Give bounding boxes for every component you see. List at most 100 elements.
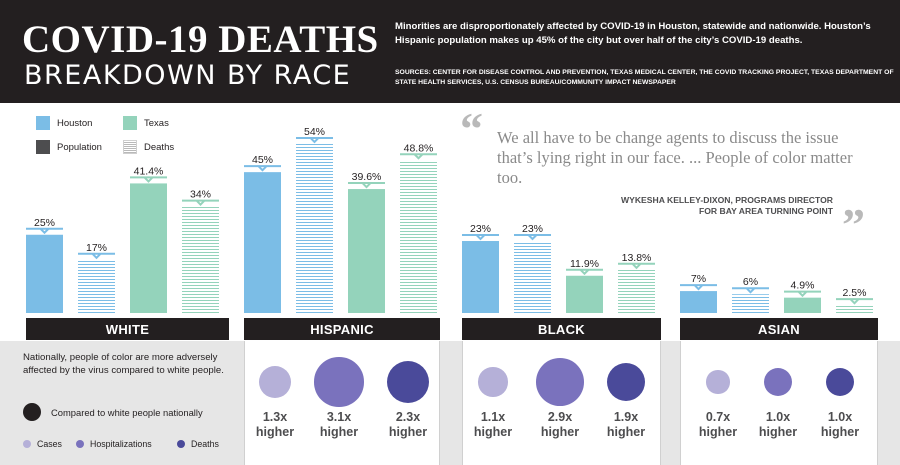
legend-texas: Texas [123,116,169,130]
bar-black-houston-deaths [514,241,551,313]
bar-cap-hispanic-houston-pop [244,165,281,172]
bar-hispanic-houston-pop [244,172,281,313]
bar-asian-texas-deaths [836,305,873,313]
circle-black-cases [478,367,508,397]
title-line2: BREAKDOWN BY RACE [24,60,352,91]
bar-black-texas-pop [566,275,603,313]
bar-black-houston-pop [462,241,499,313]
bar-cap-black-texas-deaths [618,262,655,270]
group-label-hispanic: HISPANIC [244,318,440,340]
bar-asian-texas-pop [784,297,821,313]
ratio-hispanic-deaths: 2.3x higher [378,410,438,440]
attribution-line2: FOR BAY AREA TURNING POINT [698,206,833,216]
ratio-hispanic-hosp: 3.1x higher [309,410,369,440]
bar-label-hispanic-houston-pop: 45% [252,154,273,166]
bar-asian-houston-deaths [732,294,769,313]
legend-population-label: Population [57,141,102,153]
bar-cap-white-texas-deaths [182,199,219,206]
bar-cap-black-houston-deaths [514,234,551,241]
bar-label-hispanic-houston-deaths: 54% [304,126,325,138]
ratio-value: 0.7x [705,410,731,424]
group-label-black: BLACK [462,318,661,340]
circle-hispanic-cases [259,366,291,398]
hosp-label: Hospitalizations [90,439,152,449]
bar-label-white-texas-deaths: 34% [190,189,211,201]
deaths-swatch [123,140,137,154]
bar-cap-white-houston-pop [26,227,63,235]
bar-cap-asian-texas-deaths [836,298,873,305]
compared-label: Compared to white people nationally [51,406,203,418]
ratio-asian-deaths: 1.0x higher [810,410,870,440]
ratio-hispanic-cases: 1.3x higher [245,410,305,440]
ratio-value: 1.9x [613,410,639,424]
population-swatch [36,140,50,154]
ratio-black-hosp: 2.9x higher [530,410,590,440]
open-quote-icon: “ [460,103,483,154]
bar-white-texas-pop [130,183,167,313]
bar-hispanic-texas-pop [348,189,385,313]
bar-cap-black-houston-pop [462,234,499,241]
houston-swatch [36,116,50,130]
bar-label-black-houston-pop: 23% [470,223,491,235]
close-quote-icon: ” [842,199,865,250]
bar-hispanic-houston-deaths [296,143,333,313]
quote-text: We all have to be change agents to discu… [497,128,853,187]
panel-asian [680,341,878,465]
cases-label: Cases [37,439,62,449]
ratio-value: 1.0x [765,410,791,424]
bar-white-texas-deaths [182,206,219,313]
legend-population: Population [36,140,102,154]
cases-dot-icon [23,440,31,448]
compared-legend: Compared to white people nationally [23,403,203,421]
ratio-asian-hosp: 1.0x higher [748,410,808,440]
legend-deaths-label: Deaths [144,141,175,153]
bar-cap-hispanic-houston-deaths [296,136,333,144]
bar-label-hispanic-texas-deaths: 48.8% [404,142,434,154]
bar-label-asian-houston-deaths: 6% [743,276,758,288]
bar-label-asian-houston-pop: 7% [691,273,706,285]
ratio-value: 1.3x [262,410,288,424]
ratio-asian-cases: 0.7x higher [688,410,748,440]
bar-asian-houston-pop [680,291,717,313]
circle-asian-cases [706,370,730,394]
title-line1: COVID-19 DEATHS [22,18,379,61]
bar-cap-hispanic-texas-deaths [400,153,437,160]
ratio-value: 3.1x [326,410,352,424]
sources-text: SOURCES: CENTER FOR DISEASE CONTROL AND … [395,69,894,86]
bar-cap-asian-texas-pop [784,290,821,298]
ratio-sub: higher [255,425,295,439]
hosp-legend: Hospitalizations [76,439,152,449]
ratio-sub: higher [606,425,646,439]
legend-deaths: Deaths [123,140,174,154]
header-banner: COVID-19 DEATHS BREAKDOWN BY RACE Minori… [0,0,900,103]
bar-chart: 25% 17% 41.4% 34% 45% 54% 39.6% 48.8% 23% 23% 11.9… [26,126,873,313]
ratio-sub: higher [758,425,798,439]
hosp-dot-icon [76,440,84,448]
bar-label-asian-texas-deaths: 2.5% [843,287,867,299]
ratio-value: 2.3x [395,410,421,424]
bars-layer: 25% 17% 41.4% 34% 45% 54% 39.6% 48.8% 23% 23% 11.9… [26,126,873,313]
bar-black-texas-deaths [618,269,655,313]
bar-cap-black-texas-pop [566,268,603,276]
legend-houston-label: Houston [57,117,93,129]
circle-hispanic-deaths [386,360,430,404]
bar-white-houston-pop [26,234,63,313]
cases-legend: Cases [23,439,62,449]
legend-texas-label: Texas [144,117,169,129]
legend-houston: Houston [36,116,92,130]
quote-attribution: WYKESHA KELLEY-DIXON, PROGRAMS DIRECTOR … [560,195,833,217]
ratio-sub: higher [698,425,738,439]
ratio-sub: higher [820,425,860,439]
group-label-asian: ASIAN [680,318,878,340]
ratio-sub: higher [540,425,580,439]
ratio-value: 1.0x [827,410,853,424]
circle-asian-deaths [826,368,854,396]
circle-black-hosp [536,358,584,406]
deaths-label: Deaths [191,439,219,449]
bar-cap-hispanic-texas-pop [348,182,385,189]
bar-hispanic-texas-deaths [400,160,437,313]
bar-label-hispanic-texas-pop: 39.6% [352,171,382,183]
ratio-value: 2.9x [547,410,573,424]
intro-text: Minorities are disproportionately affect… [395,21,871,46]
ratio-sub: higher [319,425,359,439]
